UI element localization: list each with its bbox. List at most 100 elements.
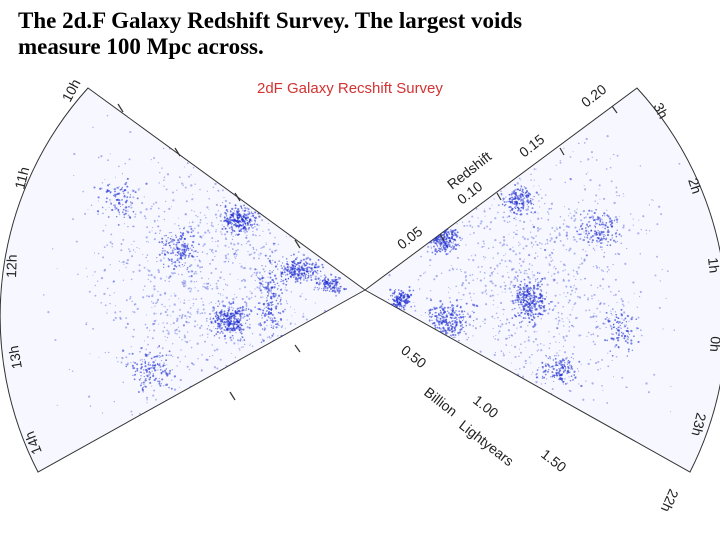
galaxy-dot [543, 248, 547, 252]
galaxy-dot [440, 247, 443, 249]
galaxy-dot [502, 313, 504, 315]
galaxy-dot [530, 301, 533, 305]
galaxy-dot [270, 337, 272, 339]
galaxy-dot [93, 186, 96, 189]
galaxy-dot [148, 378, 151, 381]
galaxy-dot [518, 169, 522, 172]
galaxy-dot [592, 315, 595, 318]
galaxy-dot [628, 301, 630, 303]
galaxy-dot [580, 160, 582, 163]
galaxy-dot [551, 134, 554, 137]
galaxy-dot [563, 219, 566, 221]
galaxy-dot [56, 404, 58, 406]
galaxy-dot [295, 156, 298, 159]
galaxy-dot [597, 229, 599, 232]
galaxy-dot [393, 296, 396, 298]
galaxy-dot [483, 227, 486, 230]
galaxy-dot [143, 196, 145, 198]
galaxy-dot [128, 250, 131, 253]
galaxy-dot [502, 200, 504, 202]
galaxy-dot [224, 338, 226, 340]
galaxy-dot [447, 286, 450, 288]
galaxy-dot [231, 322, 234, 325]
galaxy-dot [475, 207, 478, 210]
galaxy-dot [157, 269, 160, 272]
galaxy-dot [245, 214, 248, 217]
galaxy-dot [225, 296, 228, 299]
galaxy-dot [333, 287, 336, 290]
galaxy-dot [520, 316, 522, 318]
galaxy-dot [241, 312, 244, 315]
galaxy-dot [451, 353, 454, 355]
galaxy-dot [310, 224, 313, 227]
galaxy-dot [468, 220, 471, 223]
galaxy-dot [173, 247, 175, 249]
galaxy-dot [271, 334, 274, 337]
galaxy-dot [225, 238, 228, 241]
galaxy-dot [449, 250, 451, 253]
galaxy-dot [202, 245, 204, 247]
galaxy-dot [522, 290, 524, 293]
galaxy-dot [114, 208, 116, 210]
galaxy-dot [445, 240, 448, 243]
galaxy-dot [413, 305, 416, 308]
galaxy-dot [183, 299, 186, 301]
galaxy-dot [96, 210, 100, 213]
galaxy-dot [395, 298, 398, 301]
galaxy-dot [456, 318, 458, 321]
galaxy-dot [625, 320, 627, 323]
galaxy-dot [210, 316, 212, 319]
galaxy-dot [617, 252, 621, 256]
galaxy-dot [588, 220, 590, 222]
galaxy-dot [114, 305, 117, 307]
galaxy-dot [604, 234, 606, 237]
galaxy-dot [223, 279, 225, 281]
galaxy-dot [493, 268, 496, 270]
galaxy-dot [148, 269, 151, 273]
galaxy-dot [104, 304, 107, 307]
galaxy-dot [525, 347, 527, 349]
galaxy-dot [504, 203, 507, 206]
galaxy-dot [604, 318, 606, 320]
galaxy-dot [611, 234, 614, 237]
galaxy-dot [519, 325, 523, 329]
galaxy-dot [472, 325, 475, 327]
galaxy-dot [383, 389, 386, 392]
galaxy-dot [481, 291, 484, 294]
galaxy-dot [600, 237, 603, 240]
galaxy-dot [522, 205, 525, 208]
galaxy-dot [573, 238, 576, 241]
galaxy-dot [183, 248, 186, 251]
galaxy-dot [169, 369, 172, 372]
galaxy-dot [558, 341, 561, 344]
galaxy-dot [565, 234, 569, 237]
galaxy-dot [192, 240, 195, 244]
galaxy-dot [532, 212, 534, 214]
galaxy-dot [188, 222, 191, 224]
galaxy-dot [315, 261, 317, 264]
galaxy-dot [562, 370, 565, 373]
galaxy-dot [452, 336, 454, 339]
galaxy-dot [221, 309, 223, 311]
galaxy-dot [183, 264, 186, 266]
galaxy-dot [524, 269, 526, 272]
galaxy-dot [232, 337, 235, 339]
galaxy-dot [133, 378, 136, 381]
galaxy-dot [595, 265, 598, 267]
galaxy-dot [226, 327, 229, 330]
galaxy-dot [189, 316, 191, 318]
galaxy-dot [448, 202, 451, 206]
galaxy-dot [241, 207, 243, 210]
galaxy-dot [520, 298, 523, 301]
galaxy-dot [530, 173, 532, 176]
galaxy-dot [408, 286, 411, 288]
galaxy-dot [239, 262, 241, 265]
galaxy-dot [312, 271, 315, 273]
galaxy-dot [509, 198, 511, 200]
galaxy-dot [189, 287, 191, 289]
galaxy-dot [229, 219, 232, 222]
galaxy-dot [597, 325, 599, 327]
galaxy-dot [280, 319, 282, 321]
galaxy-dot [105, 200, 108, 203]
galaxy-dot [174, 329, 177, 332]
